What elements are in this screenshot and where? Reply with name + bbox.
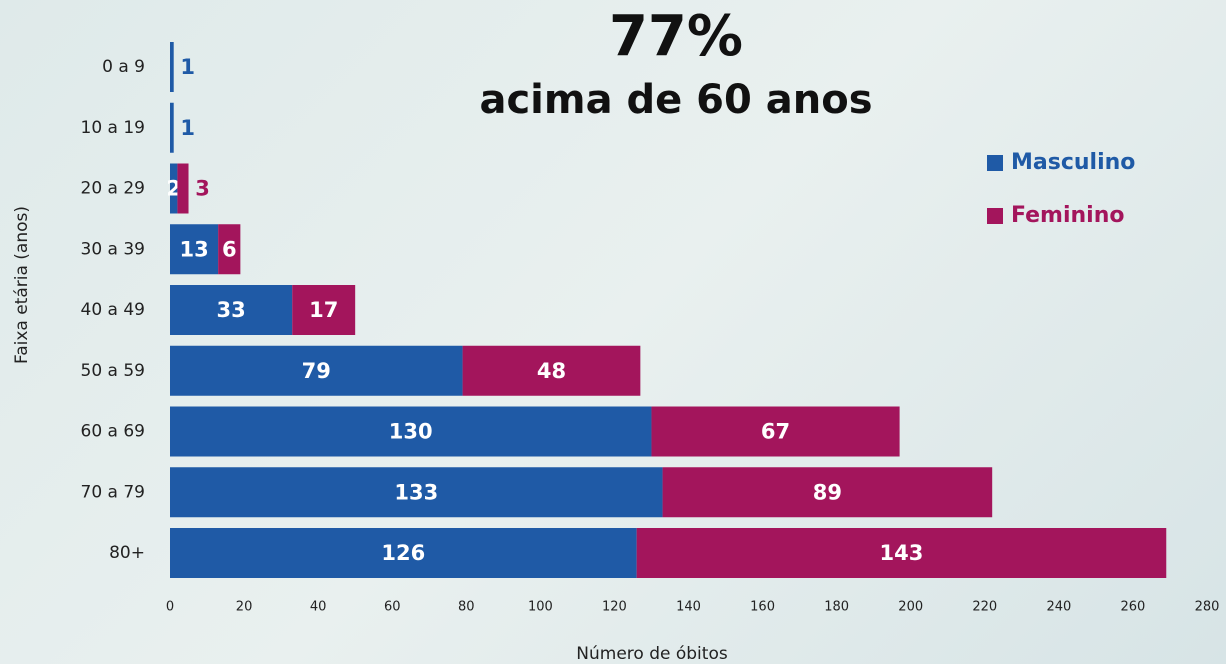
legend-swatch bbox=[987, 208, 1003, 224]
x-tick-label: 80 bbox=[458, 600, 475, 615]
data-label: 89 bbox=[813, 480, 842, 504]
data-label: 1 bbox=[180, 116, 195, 140]
y-axis-label: Faixa etária (anos) bbox=[12, 206, 32, 364]
chart-subtitle: acima de 60 anos bbox=[479, 77, 872, 123]
x-tick-label: 280 bbox=[1195, 600, 1220, 615]
chart-title: 77% bbox=[609, 4, 743, 69]
data-label: 1 bbox=[180, 55, 195, 79]
data-label: 143 bbox=[880, 541, 924, 565]
y-tick-label: 60 a 69 bbox=[81, 422, 146, 442]
bar-segment bbox=[170, 163, 178, 214]
bar-segment bbox=[177, 163, 189, 214]
legend-label: Feminino bbox=[1011, 203, 1125, 228]
x-tick-label: 40 bbox=[310, 600, 327, 615]
data-label: 130 bbox=[389, 420, 433, 444]
data-label: 126 bbox=[381, 541, 425, 565]
data-label: 67 bbox=[761, 420, 790, 444]
data-label: 79 bbox=[302, 359, 331, 383]
bar-segment bbox=[170, 528, 637, 578]
data-label: 48 bbox=[537, 359, 566, 383]
data-label: 2 bbox=[166, 177, 181, 201]
x-tick-label: 160 bbox=[750, 600, 775, 615]
x-tick-label: 180 bbox=[824, 600, 849, 615]
data-label: 6 bbox=[222, 237, 237, 261]
bar-segment bbox=[170, 467, 663, 518]
x-tick-label: 240 bbox=[1046, 600, 1071, 615]
y-tick-label: 0 a 9 bbox=[102, 57, 145, 77]
legend-label: Masculino bbox=[1011, 150, 1135, 175]
y-tick-label: 70 a 79 bbox=[81, 482, 146, 502]
bar-segment bbox=[170, 285, 293, 335]
data-label: 17 bbox=[309, 298, 338, 322]
y-tick-label: 40 a 49 bbox=[81, 300, 146, 320]
x-tick-label: 100 bbox=[528, 600, 553, 615]
bar-segment bbox=[462, 345, 641, 396]
bar-segment bbox=[170, 42, 174, 92]
bar-segment bbox=[170, 224, 219, 275]
data-label: 33 bbox=[216, 298, 245, 322]
y-tick-label: 10 a 19 bbox=[81, 118, 146, 138]
bar-segment bbox=[170, 102, 174, 153]
bar-segment bbox=[170, 406, 652, 457]
y-tick-label: 30 a 39 bbox=[81, 239, 146, 259]
bar-segment bbox=[651, 406, 900, 457]
y-tick-label: 20 a 29 bbox=[81, 179, 146, 199]
bar-segment bbox=[292, 285, 356, 335]
data-label: 133 bbox=[394, 480, 438, 504]
x-tick-label: 140 bbox=[676, 600, 701, 615]
x-tick-label: 200 bbox=[898, 600, 923, 615]
x-tick-label: 20 bbox=[236, 600, 253, 615]
data-label: 13 bbox=[179, 237, 208, 261]
bar-segment bbox=[662, 467, 993, 518]
bar-segment bbox=[170, 345, 463, 396]
x-tick-label: 0 bbox=[166, 600, 174, 615]
x-tick-label: 60 bbox=[384, 600, 401, 615]
bar-segment bbox=[636, 528, 1167, 578]
x-axis-label: Número de óbitos bbox=[576, 644, 728, 664]
x-tick-label: 120 bbox=[602, 600, 627, 615]
y-tick-label: 80+ bbox=[109, 543, 145, 563]
data-label: 3 bbox=[195, 177, 210, 201]
bar-segment bbox=[218, 224, 241, 275]
x-tick-label: 260 bbox=[1121, 600, 1146, 615]
x-tick-label: 220 bbox=[972, 600, 997, 615]
y-tick-label: 50 a 59 bbox=[81, 361, 146, 381]
legend-swatch bbox=[987, 155, 1003, 171]
